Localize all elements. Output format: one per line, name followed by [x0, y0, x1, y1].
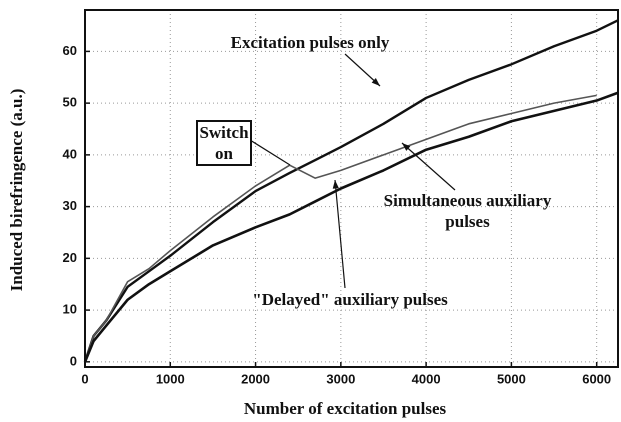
- y-tick-label: 20: [63, 250, 77, 265]
- plot-frame: [84, 9, 619, 368]
- y-tick-label: 50: [63, 95, 77, 110]
- x-axis-label: Number of excitation pulses: [244, 399, 447, 418]
- annotation: Switch on: [196, 120, 252, 166]
- x-tick-label: 4000: [412, 371, 441, 386]
- x-tick-label: 3000: [326, 371, 355, 386]
- series-line: [83, 91, 619, 363]
- leader-line: [401, 142, 456, 191]
- arrow-head: [332, 180, 339, 189]
- x-tick-label: 6000: [582, 371, 611, 386]
- x-tick-label: 1000: [156, 371, 185, 386]
- x-tick-label: 2000: [241, 371, 270, 386]
- y-axis-label: Induced birefringence (a.u.): [7, 89, 26, 292]
- y-tick-label: 0: [70, 353, 77, 368]
- y-tick-label: 60: [63, 43, 77, 58]
- series-label: Simultaneous auxiliary pulses: [383, 191, 552, 231]
- arrow-head: [402, 143, 411, 151]
- y-tick-label: 40: [63, 146, 77, 161]
- leader-line: [334, 179, 346, 289]
- x-tick-label: 5000: [497, 371, 526, 386]
- x-tick-label: 0: [81, 371, 88, 386]
- leader-line: [249, 139, 291, 166]
- series-label: "Delayed" auxiliary pulses: [252, 290, 448, 309]
- series-label: Excitation pulses only: [230, 33, 390, 52]
- arrow-head: [371, 78, 380, 86]
- y-tick-label: 30: [63, 198, 77, 213]
- y-tick-label: 10: [63, 302, 77, 317]
- series-line: [83, 19, 619, 363]
